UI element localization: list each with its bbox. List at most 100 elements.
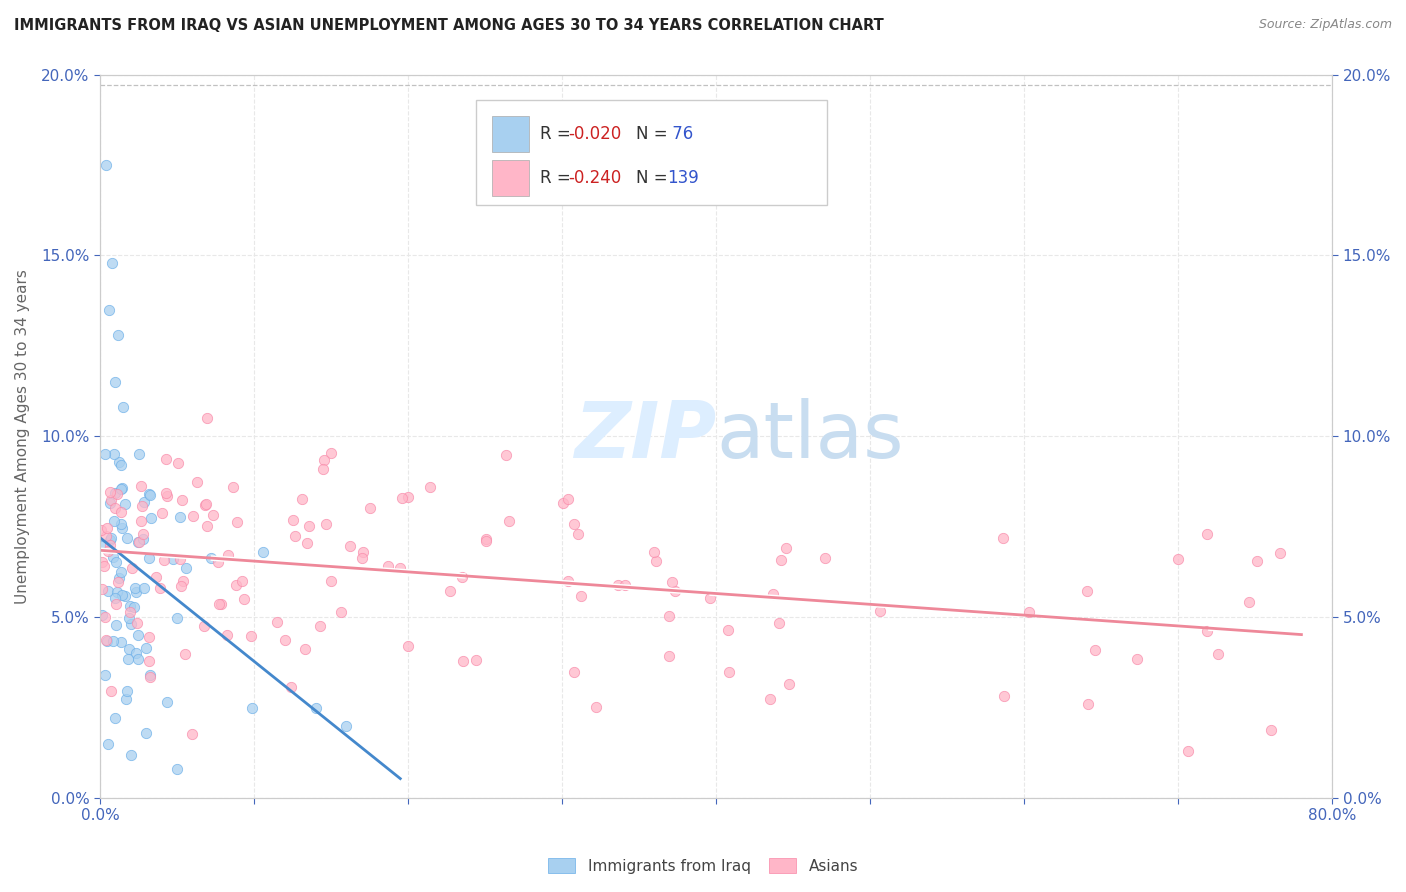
Point bbox=[135, 726, 157, 740]
Point bbox=[138, 551, 160, 566]
Point bbox=[498, 515, 520, 529]
Point bbox=[93, 558, 115, 573]
Legend: Immigrants from Iraq, Asians: Immigrants from Iraq, Asians bbox=[541, 852, 865, 880]
Point bbox=[98, 485, 121, 500]
Point bbox=[1239, 594, 1261, 608]
Point bbox=[240, 630, 263, 644]
Point bbox=[138, 631, 160, 645]
Point bbox=[98, 538, 121, 552]
Point bbox=[298, 518, 321, 533]
Point bbox=[125, 584, 148, 599]
Point bbox=[1125, 652, 1147, 666]
Point bbox=[762, 587, 785, 601]
Point bbox=[122, 599, 145, 614]
Point bbox=[110, 634, 132, 648]
FancyBboxPatch shape bbox=[492, 160, 529, 196]
Point bbox=[1206, 648, 1229, 662]
Point bbox=[1268, 546, 1291, 560]
Point bbox=[120, 747, 142, 762]
Point bbox=[991, 531, 1014, 545]
Point bbox=[225, 578, 247, 592]
Point bbox=[759, 691, 782, 706]
Point bbox=[120, 599, 142, 613]
Point bbox=[110, 458, 132, 473]
Text: -0.240: -0.240 bbox=[568, 169, 621, 187]
Point bbox=[1084, 643, 1107, 657]
FancyBboxPatch shape bbox=[492, 116, 529, 152]
Point bbox=[98, 496, 121, 510]
Point bbox=[115, 684, 138, 698]
Point bbox=[124, 581, 146, 595]
Point bbox=[104, 500, 127, 515]
Point bbox=[149, 581, 172, 595]
Point bbox=[139, 670, 162, 684]
Point bbox=[232, 592, 254, 607]
Point bbox=[770, 553, 793, 567]
Point bbox=[186, 475, 208, 490]
Point bbox=[105, 585, 128, 599]
Text: IMMIGRANTS FROM IRAQ VS ASIAN UNEMPLOYMENT AMONG AGES 30 TO 34 YEARS CORRELATION: IMMIGRANTS FROM IRAQ VS ASIAN UNEMPLOYME… bbox=[14, 18, 884, 33]
Point bbox=[201, 508, 224, 522]
Point bbox=[101, 255, 124, 269]
Point bbox=[281, 513, 304, 527]
Point bbox=[131, 499, 153, 513]
Point bbox=[1197, 527, 1219, 541]
Point bbox=[218, 548, 240, 562]
Point bbox=[127, 535, 149, 549]
Point bbox=[127, 628, 149, 642]
Point bbox=[96, 633, 118, 648]
Point bbox=[166, 456, 188, 470]
Point bbox=[195, 411, 218, 425]
Point bbox=[225, 515, 247, 529]
Point bbox=[209, 597, 232, 611]
Point bbox=[1195, 624, 1218, 639]
Point bbox=[439, 584, 461, 599]
Point bbox=[104, 711, 127, 725]
Point bbox=[1077, 697, 1099, 711]
Point bbox=[396, 639, 419, 653]
Point bbox=[162, 552, 184, 566]
Point bbox=[266, 615, 288, 629]
Point bbox=[1167, 552, 1189, 566]
Point bbox=[128, 535, 150, 549]
Point bbox=[97, 737, 120, 751]
Point bbox=[145, 570, 167, 584]
Point bbox=[294, 641, 316, 656]
Point bbox=[391, 491, 413, 505]
Point bbox=[571, 589, 593, 603]
Point bbox=[1246, 554, 1268, 568]
Text: N =: N = bbox=[636, 169, 673, 187]
Point bbox=[495, 448, 517, 462]
Text: R =: R = bbox=[540, 169, 576, 187]
Point bbox=[105, 617, 128, 632]
Point bbox=[96, 529, 118, 543]
Point bbox=[195, 519, 218, 533]
Point bbox=[295, 536, 318, 550]
Point bbox=[166, 762, 188, 776]
Point bbox=[125, 616, 148, 631]
Point bbox=[319, 446, 342, 460]
Point bbox=[585, 700, 607, 714]
Point bbox=[104, 375, 127, 389]
Point bbox=[97, 583, 120, 598]
Point bbox=[94, 609, 117, 624]
Point bbox=[252, 545, 274, 559]
Y-axis label: Unemployment Among Ages 30 to 34 years: Unemployment Among Ages 30 to 34 years bbox=[15, 268, 30, 604]
Point bbox=[200, 551, 222, 566]
Point bbox=[132, 581, 155, 595]
Point bbox=[125, 646, 148, 660]
Point bbox=[98, 533, 121, 547]
Point bbox=[111, 401, 134, 415]
Point bbox=[96, 521, 118, 535]
Point bbox=[557, 491, 579, 506]
Point bbox=[215, 628, 238, 642]
Point bbox=[319, 574, 342, 588]
Point bbox=[221, 479, 243, 493]
Point bbox=[101, 550, 124, 565]
Point bbox=[562, 665, 585, 679]
Point bbox=[644, 554, 666, 568]
Point bbox=[129, 479, 152, 493]
Point bbox=[107, 574, 129, 589]
Point bbox=[120, 617, 142, 632]
Point bbox=[108, 571, 131, 585]
